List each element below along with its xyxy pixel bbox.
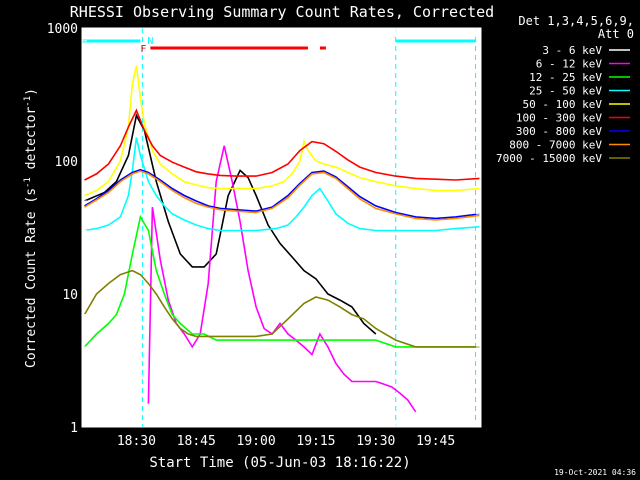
legend-header-line-1: Det 1,3,4,5,6,9, xyxy=(518,14,634,28)
night-flag-label: N xyxy=(147,36,153,47)
series-line xyxy=(84,113,377,335)
y-axis-label: Corrected Count Rate (s-1 detector-1) xyxy=(23,88,39,368)
series-line xyxy=(83,269,480,348)
legend-label: 25 - 50 keV xyxy=(529,85,602,98)
legend-label: 800 - 7000 keV xyxy=(509,139,602,152)
plot-frame xyxy=(81,27,482,428)
x-tick-label: 19:45 xyxy=(416,434,455,449)
legend-label: 6 - 12 keV xyxy=(536,58,603,71)
legend-label: 12 - 25 keV xyxy=(529,71,602,84)
x-tick-label: 19:30 xyxy=(356,434,395,449)
legend-label: 50 - 100 keV xyxy=(523,98,603,111)
series-line xyxy=(147,145,417,413)
series-layer xyxy=(83,65,480,413)
legend-label: 100 - 300 keV xyxy=(516,112,602,125)
series-line xyxy=(84,137,480,232)
y-tick-label: 100 xyxy=(55,155,78,170)
legend-label: 300 - 800 keV xyxy=(516,125,602,138)
x-tick-label: 19:15 xyxy=(296,434,335,449)
y-axis: 1 10 100 1000 xyxy=(47,22,481,436)
legend-label: 7000 - 15000 keV xyxy=(496,152,602,165)
flare-flag-label: F xyxy=(140,44,146,55)
footer-date: 19-Oct-2021 04:36 xyxy=(554,468,636,477)
x-tick-label: 18:30 xyxy=(117,434,156,449)
series-line xyxy=(84,108,480,181)
y-tick-label: 10 xyxy=(62,288,78,303)
y-tick-label: 1 xyxy=(70,421,78,436)
series-line xyxy=(84,168,480,220)
x-tick-label: 19:00 xyxy=(237,434,276,449)
x-tick-label: 18:45 xyxy=(177,434,216,449)
legend-header-line-2: Att 0 xyxy=(598,27,634,41)
series-line xyxy=(84,65,480,197)
x-axis: 18:30 18:45 19:00 19:15 19:30 19:45 xyxy=(95,28,477,449)
legend-label: 3 - 6 keV xyxy=(542,44,602,57)
x-axis-label: Start Time (05-Jun-03 18:16:22) xyxy=(149,455,410,471)
chart-title: RHESSI Observing Summary Count Rates, Co… xyxy=(70,3,494,21)
series-line xyxy=(84,170,480,221)
y-tick-label: 1000 xyxy=(47,22,78,37)
